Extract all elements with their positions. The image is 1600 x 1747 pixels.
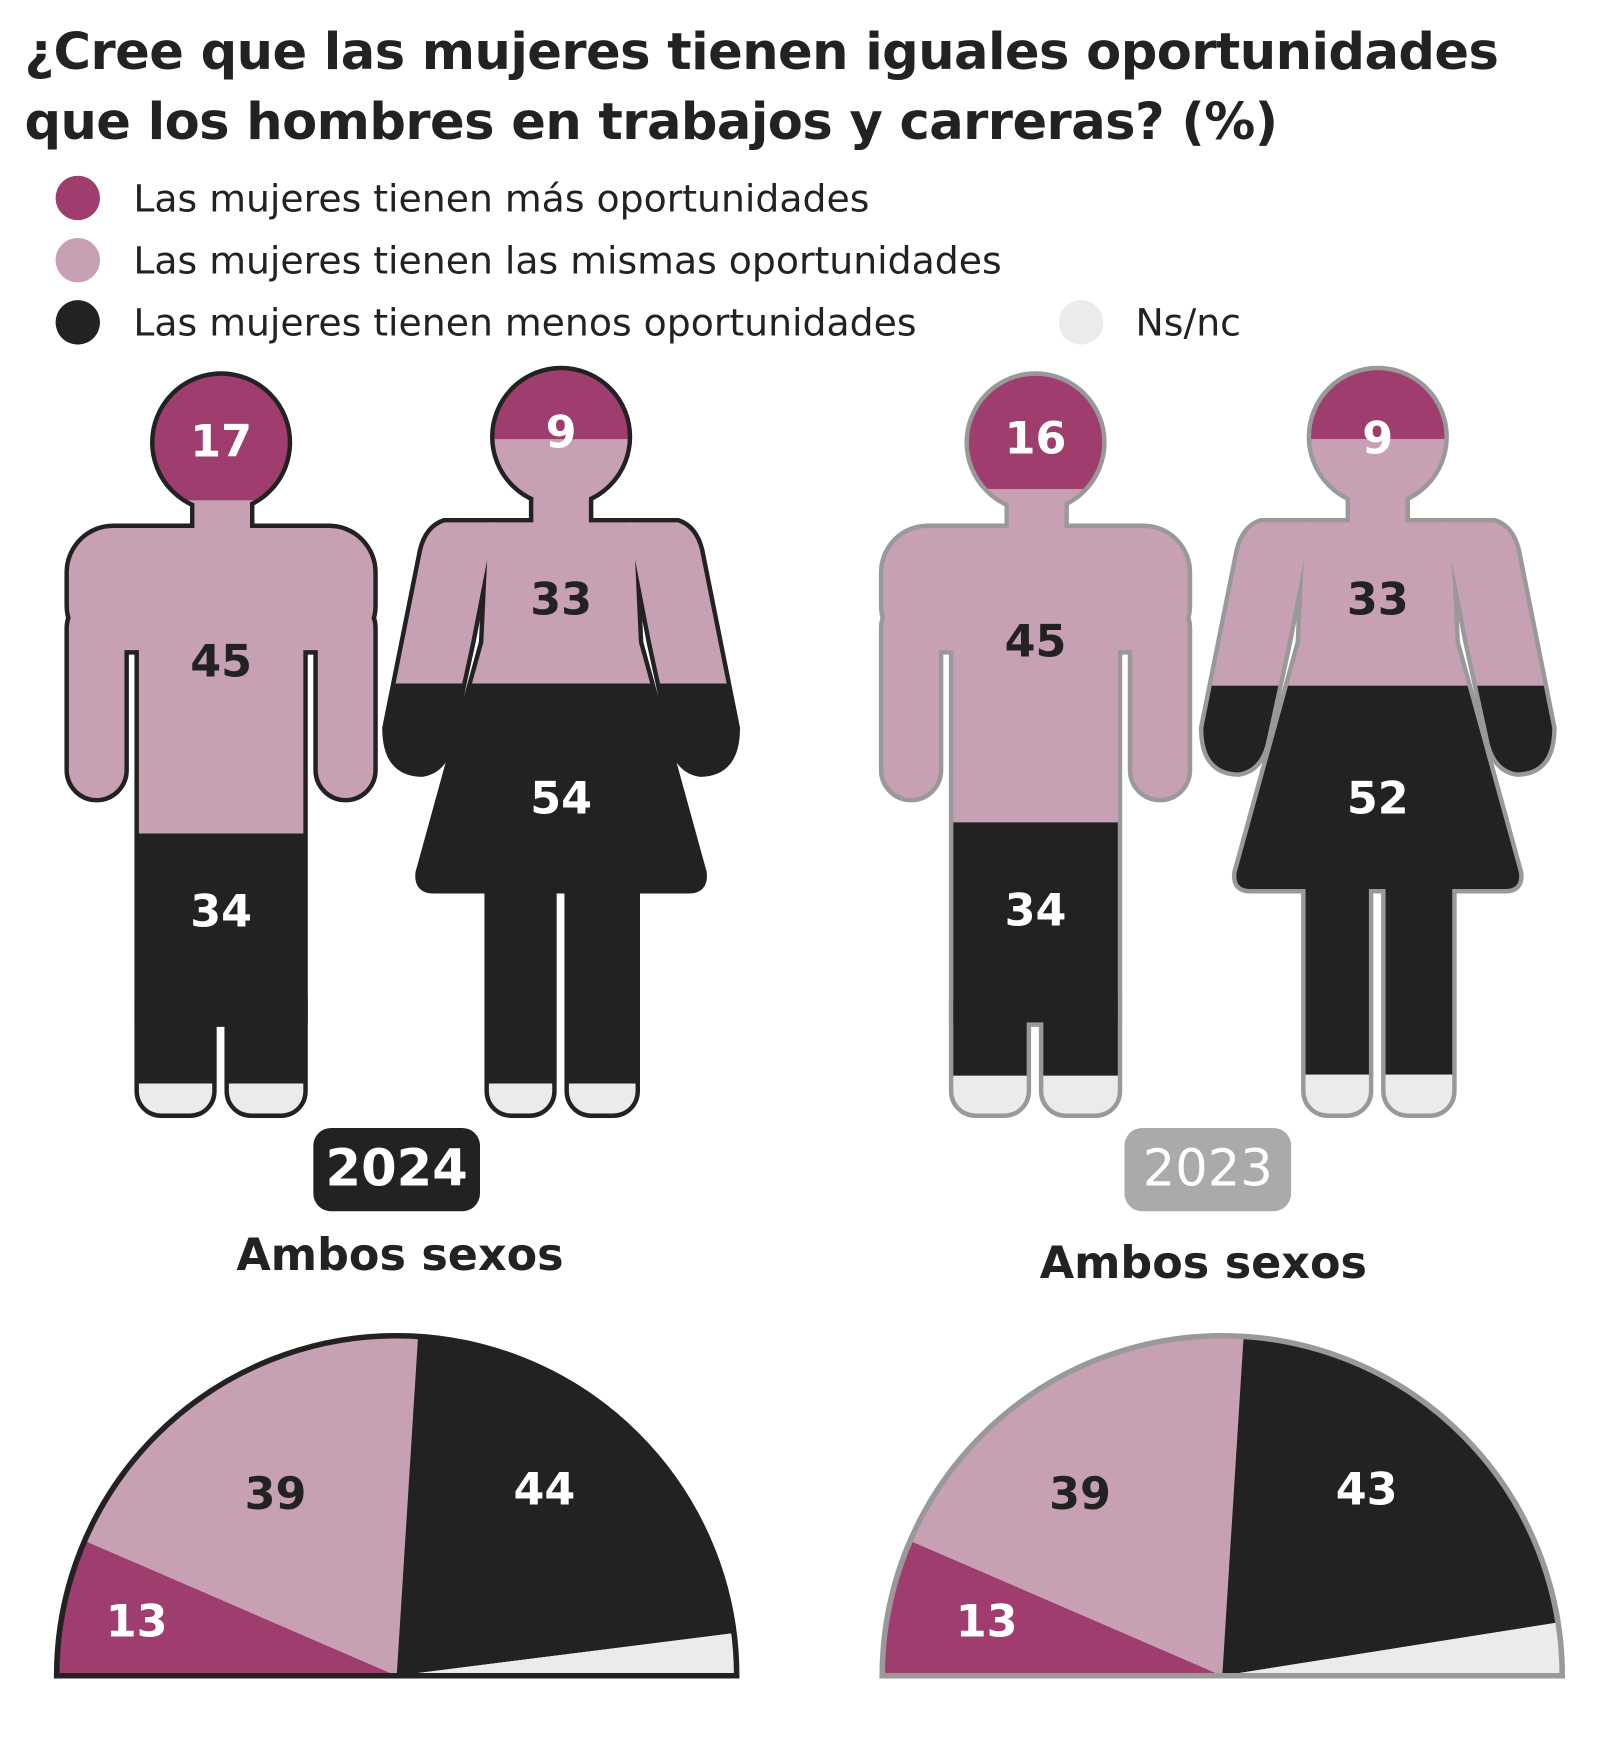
man-value-mismas: 45 xyxy=(1005,617,1067,668)
woman-band-menos xyxy=(1150,685,1595,1075)
man-value-mismas: 45 xyxy=(190,637,252,688)
pie-slice-nsnc xyxy=(396,1633,737,1676)
woman-band-nsnc xyxy=(1150,1074,1595,1125)
man-value-mas: 17 xyxy=(190,417,252,468)
legend-label-mismas: Las mujeres tienen las mismas oportunida… xyxy=(133,239,1001,283)
woman-band-mas xyxy=(1150,333,1595,440)
pie-value-menos-2024: 44 xyxy=(514,1464,576,1515)
chart-title-line2: que los hombres en trabajos y carreras? … xyxy=(24,93,1277,152)
woman-value-mas: 9 xyxy=(546,408,577,459)
woman-value-mismas: 33 xyxy=(530,574,592,625)
man-value-menos: 34 xyxy=(1005,886,1067,937)
woman-value-mismas: 33 xyxy=(1347,574,1409,625)
pie-slice-mismas xyxy=(910,1335,1244,1676)
woman-band-mismas xyxy=(333,439,778,684)
year-label-2023: 2023 xyxy=(1143,1139,1273,1198)
pie-slice-nsnc xyxy=(1222,1622,1563,1676)
woman-value-mas: 9 xyxy=(1362,413,1393,464)
woman-value-menos: 54 xyxy=(530,773,592,824)
woman-band-mas xyxy=(333,333,778,440)
woman-band-menos xyxy=(333,683,778,1084)
pie-slice-mas xyxy=(56,1540,397,1676)
legend-label-mas: Las mujeres tienen más oportunidades xyxy=(133,176,869,220)
year-badge-2024 xyxy=(313,1127,480,1212)
chart-title-line1: ¿Cree que las mujeres tienen iguales opo… xyxy=(24,23,1498,82)
year-label-2024: 2024 xyxy=(326,1139,468,1198)
pie-slice-menos xyxy=(1222,1336,1559,1676)
pie-value-mismas-2024: 39 xyxy=(245,1469,307,1520)
panel-2024: 17 45 34 9 33 54 2024 Ambos sexos 13 39 … xyxy=(0,333,778,1679)
woman-band-mismas xyxy=(1150,439,1595,686)
woman-value-menos: 52 xyxy=(1347,773,1409,824)
man-value-mas: 16 xyxy=(1005,413,1067,464)
panel-2023: 16 45 34 9 33 52 2023 Ambos sexos 13 39 … xyxy=(814,333,1595,1679)
legend: Las mujeres tienen más oportunidades Las… xyxy=(55,175,1241,345)
pie-slice-mismas xyxy=(84,1335,419,1676)
both-sexes-label-2023: Ambos sexos xyxy=(1040,1238,1367,1289)
woman-band-nsnc xyxy=(333,1083,778,1128)
woman-figure-2024: 9 33 54 xyxy=(333,333,778,1128)
both-sexes-label-2024: Ambos sexos xyxy=(236,1230,563,1281)
pie-slice-mas xyxy=(882,1540,1223,1676)
half-pie-2023 xyxy=(879,1332,1566,1679)
pie-slice-menos xyxy=(396,1336,734,1676)
year-badge-2023 xyxy=(1124,1127,1292,1212)
legend-swatch-mismas xyxy=(55,237,100,283)
pie-value-menos-2023: 43 xyxy=(1336,1464,1398,1515)
pie-value-mas-2023: 13 xyxy=(956,1597,1018,1648)
legend-swatch-mas xyxy=(55,175,100,221)
pie-outline xyxy=(53,1332,740,1679)
pie-value-mismas-2023: 39 xyxy=(1049,1469,1111,1520)
man-value-menos: 34 xyxy=(190,887,252,938)
pie-value-mas-2024: 13 xyxy=(106,1597,168,1648)
pie-outline xyxy=(879,1332,1566,1679)
half-pie-2024 xyxy=(53,1332,740,1679)
woman-figure-2023: 9 33 52 xyxy=(1150,333,1595,1125)
